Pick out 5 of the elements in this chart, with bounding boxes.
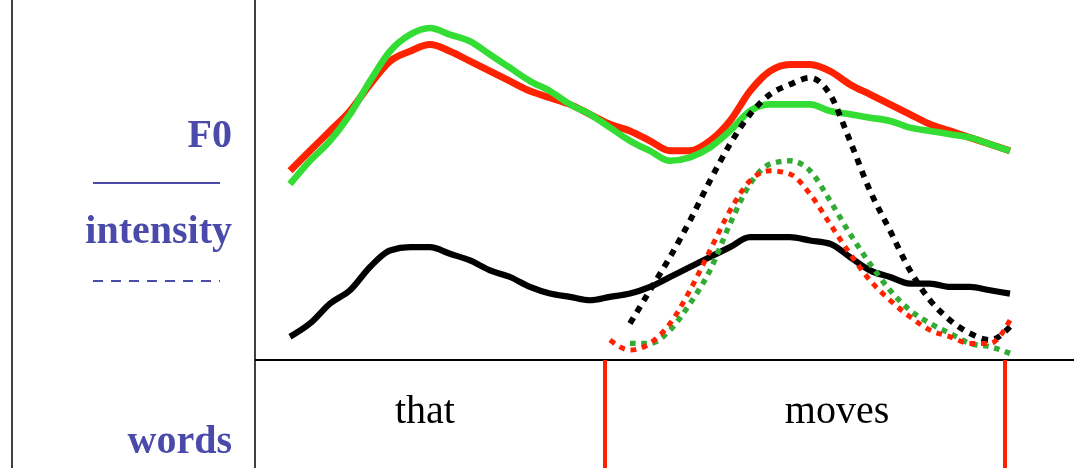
text: F0 [187, 111, 232, 156]
text: moves [784, 387, 890, 432]
text: that [395, 387, 455, 432]
text: intensity [85, 207, 232, 252]
text: words [127, 417, 232, 462]
